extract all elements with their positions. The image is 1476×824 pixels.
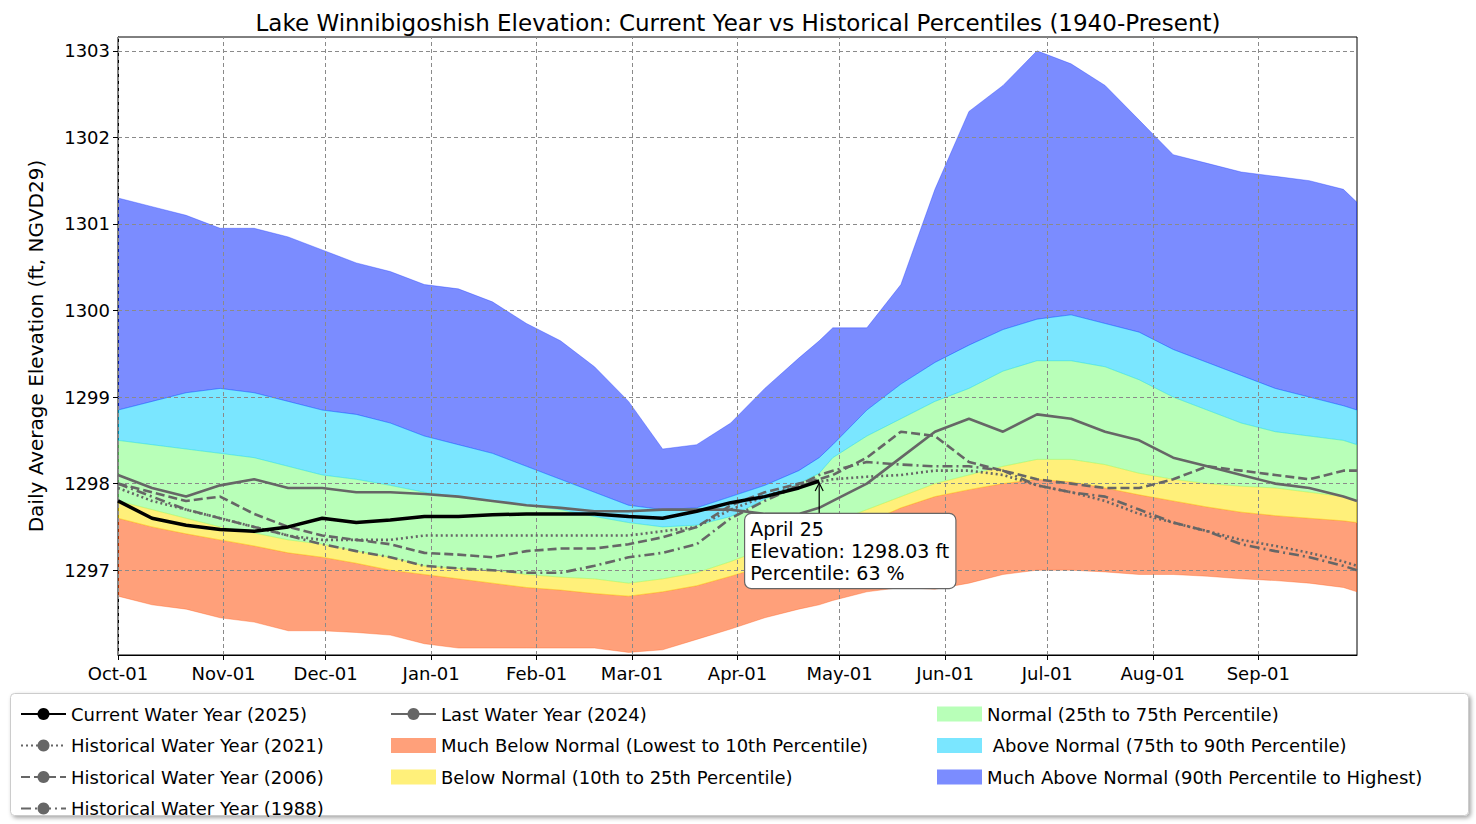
svg-text:Daily Average Elevation (ft, N: Daily Average Elevation (ft, NGVD29) <box>24 160 48 533</box>
svg-text:Historical Water Year (2021): Historical Water Year (2021) <box>71 735 324 756</box>
svg-text:1302: 1302 <box>64 127 110 148</box>
svg-text:Oct-01: Oct-01 <box>88 663 149 684</box>
svg-text:Current Water Year (2025): Current Water Year (2025) <box>71 704 307 725</box>
svg-text:Above Normal (75th to 90th Per: Above Normal (75th to 90th Percentile) <box>987 735 1347 756</box>
svg-text:Lake Winnibigoshish Elevation:: Lake Winnibigoshish Elevation: Current Y… <box>256 10 1221 36</box>
svg-text:Jul-01: Jul-01 <box>1021 663 1073 684</box>
svg-text:Percentile: 63 %: Percentile: 63 % <box>750 562 904 584</box>
svg-text:Aug-01: Aug-01 <box>1120 663 1185 684</box>
svg-text:April 25: April 25 <box>750 518 824 540</box>
svg-text:Feb-01: Feb-01 <box>506 663 567 684</box>
svg-text:Mar-01: Mar-01 <box>601 663 663 684</box>
svg-text:Below Normal (10th to 25th Per: Below Normal (10th to 25th Percentile) <box>441 767 793 788</box>
svg-text:1303: 1303 <box>64 40 110 61</box>
svg-text:Dec-01: Dec-01 <box>294 663 358 684</box>
svg-text:Normal (25th to 75th Percentil: Normal (25th to 75th Percentile) <box>987 704 1279 725</box>
svg-text:1300: 1300 <box>64 300 110 321</box>
svg-text:Apr-01: Apr-01 <box>708 663 767 684</box>
svg-text:1298: 1298 <box>64 473 110 494</box>
svg-text:1297: 1297 <box>64 560 110 581</box>
svg-text:1301: 1301 <box>64 213 110 234</box>
svg-text:Jun-01: Jun-01 <box>915 663 974 684</box>
svg-text:Historical Water Year (2006): Historical Water Year (2006) <box>71 767 324 788</box>
svg-text:Last Water Year (2024): Last Water Year (2024) <box>441 704 647 725</box>
svg-text:1299: 1299 <box>64 387 110 408</box>
svg-text:Historical Water Year (1988): Historical Water Year (1988) <box>71 798 324 819</box>
svg-text:Much Above Normal (90th Percen: Much Above Normal (90th Percentile to Hi… <box>987 767 1422 788</box>
svg-text:Sep-01: Sep-01 <box>1227 663 1290 684</box>
svg-text:May-01: May-01 <box>806 663 872 684</box>
svg-text:Jan-01: Jan-01 <box>402 663 460 684</box>
svg-text:Nov-01: Nov-01 <box>191 663 255 684</box>
svg-text:Much Below Normal (Lowest to 1: Much Below Normal (Lowest to 10th Percen… <box>441 735 868 756</box>
svg-text:Elevation: 1298.03 ft: Elevation: 1298.03 ft <box>750 540 949 562</box>
